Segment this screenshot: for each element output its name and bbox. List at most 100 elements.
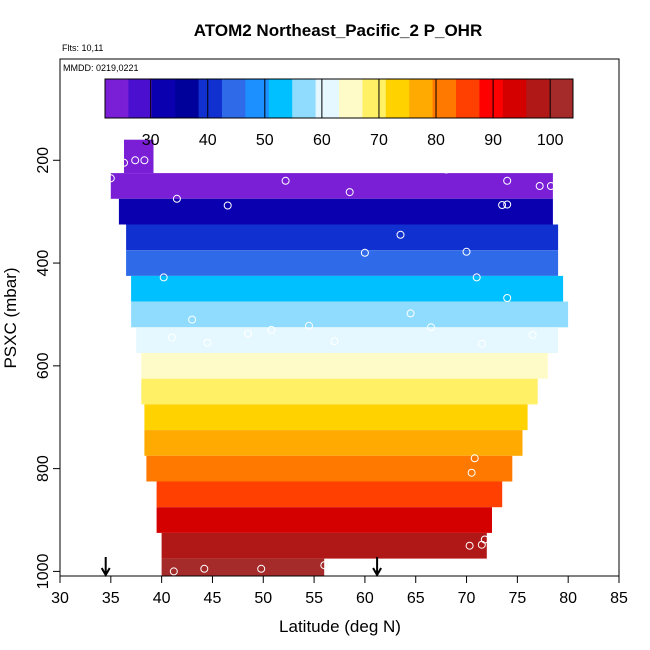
colorbar-segment bbox=[502, 79, 508, 118]
colorbar-segment bbox=[112, 79, 118, 118]
x-tick-label: 40 bbox=[153, 590, 171, 607]
colorbar-segment bbox=[381, 79, 387, 118]
sample-point bbox=[427, 323, 435, 332]
y-axis-label: PSXC (mbar) bbox=[1, 267, 20, 368]
colorbar-segment bbox=[487, 79, 492, 118]
y-tick-label: 400 bbox=[35, 250, 52, 277]
colorbar-segment bbox=[225, 79, 231, 118]
colorbar-segment bbox=[268, 79, 274, 118]
heatmap-row bbox=[126, 224, 559, 251]
colorbar-segment bbox=[463, 79, 469, 118]
colorbar-segment bbox=[549, 79, 554, 118]
sample-point bbox=[188, 315, 197, 324]
x-tick-label: 80 bbox=[559, 590, 577, 607]
colorbar-segment bbox=[335, 79, 340, 118]
colorbar-segment bbox=[413, 79, 418, 118]
sample-point bbox=[320, 561, 329, 570]
sample-point bbox=[281, 176, 290, 185]
sample-point bbox=[442, 165, 451, 174]
flight-arrow bbox=[372, 557, 382, 578]
heatmap-row bbox=[156, 507, 492, 533]
colorbar-segment bbox=[183, 79, 188, 118]
sample-point bbox=[244, 329, 252, 338]
sample-point bbox=[467, 468, 476, 477]
y-tick-label: 600 bbox=[35, 352, 52, 379]
colorbar-segment bbox=[186, 79, 192, 118]
colorbar-segment bbox=[397, 79, 402, 118]
colorbar-segment bbox=[151, 79, 157, 118]
colorbar-segment bbox=[264, 79, 270, 118]
colorbar-segment bbox=[358, 79, 363, 118]
date-note: MMDD: 0219,0221 bbox=[63, 63, 139, 73]
colorbar-segment bbox=[253, 79, 258, 118]
colorbar-segment bbox=[452, 79, 457, 118]
colorbar-segment bbox=[202, 79, 207, 118]
heatmap-row bbox=[144, 430, 523, 456]
colorbar-segment bbox=[194, 79, 200, 118]
x-tick-label: 45 bbox=[204, 590, 222, 607]
heatmap-row bbox=[110, 173, 553, 199]
y-tick-label: 800 bbox=[35, 455, 52, 482]
heatmap-row bbox=[118, 198, 553, 225]
colorbar-segment bbox=[350, 79, 356, 118]
colorbar-segment bbox=[495, 79, 500, 118]
colorbar-tick-label: 100 bbox=[537, 132, 564, 149]
colorbar-segment bbox=[342, 79, 348, 118]
sample-point bbox=[140, 156, 149, 165]
colorbar-segment bbox=[479, 79, 484, 118]
sample-point bbox=[406, 309, 415, 318]
colorbar-segment bbox=[249, 79, 254, 118]
sample-point bbox=[172, 194, 181, 203]
colorbar-segment bbox=[229, 79, 235, 118]
sample-point bbox=[564, 290, 573, 299]
sample-point bbox=[462, 247, 471, 256]
colorbar-segment bbox=[541, 79, 547, 118]
flight-arrow bbox=[100, 557, 111, 578]
x-tick-label: 55 bbox=[305, 590, 323, 607]
colorbar-tick-label: 60 bbox=[313, 132, 331, 149]
heatmap-row bbox=[156, 481, 503, 508]
colorbar-segment bbox=[389, 79, 395, 118]
sample-point bbox=[131, 156, 140, 165]
colorbar-segment bbox=[198, 79, 203, 118]
colorbar-tick-label: 30 bbox=[142, 132, 160, 149]
sample-point bbox=[167, 333, 176, 342]
colorbar-segment bbox=[393, 79, 398, 118]
colorbar-segment bbox=[354, 79, 359, 118]
y-tick-label: 200 bbox=[35, 147, 52, 174]
x-axis: 30 35 40 45 50 55 60 65 70 75 80 85 bbox=[51, 575, 628, 607]
colorbar-segment bbox=[307, 79, 313, 118]
colorbar-segment bbox=[374, 79, 379, 118]
colorbar-segment bbox=[241, 79, 246, 118]
colorbar-segment bbox=[288, 79, 293, 118]
colorbar-segment bbox=[167, 79, 172, 118]
colorbar-segment bbox=[346, 79, 352, 118]
colorbar-segment bbox=[128, 79, 133, 118]
flights-note: Flts: 10,11 bbox=[62, 43, 103, 53]
heatmap-row bbox=[161, 558, 325, 576]
sample-point bbox=[472, 273, 481, 282]
heatmap-row bbox=[126, 250, 559, 276]
colorbar-segment bbox=[144, 79, 149, 118]
colorbar-segment bbox=[444, 79, 449, 118]
colorbar-segment bbox=[569, 79, 574, 118]
colorbar-segment bbox=[510, 79, 515, 118]
colorbar-segment bbox=[557, 79, 562, 118]
sample-point bbox=[305, 321, 313, 330]
colorbar-segment bbox=[514, 79, 519, 118]
colorbar-frame bbox=[104, 78, 574, 119]
colorbar-segment bbox=[222, 79, 227, 118]
x-tick-label: 50 bbox=[254, 590, 272, 607]
sample-point bbox=[106, 174, 115, 183]
colorbar-segment bbox=[565, 79, 570, 118]
sample-point bbox=[465, 541, 474, 550]
colorbar-segment bbox=[409, 79, 414, 118]
y-tick-label: 1000 bbox=[35, 554, 52, 590]
colorbar-segment bbox=[163, 79, 168, 118]
heatmap-row bbox=[131, 275, 564, 302]
heatmap-row bbox=[131, 301, 569, 328]
heatmap-row bbox=[146, 455, 513, 482]
colorbar-segment bbox=[498, 79, 504, 118]
colorbar-segment bbox=[300, 79, 305, 118]
colorbar-tick-label: 50 bbox=[256, 132, 274, 149]
